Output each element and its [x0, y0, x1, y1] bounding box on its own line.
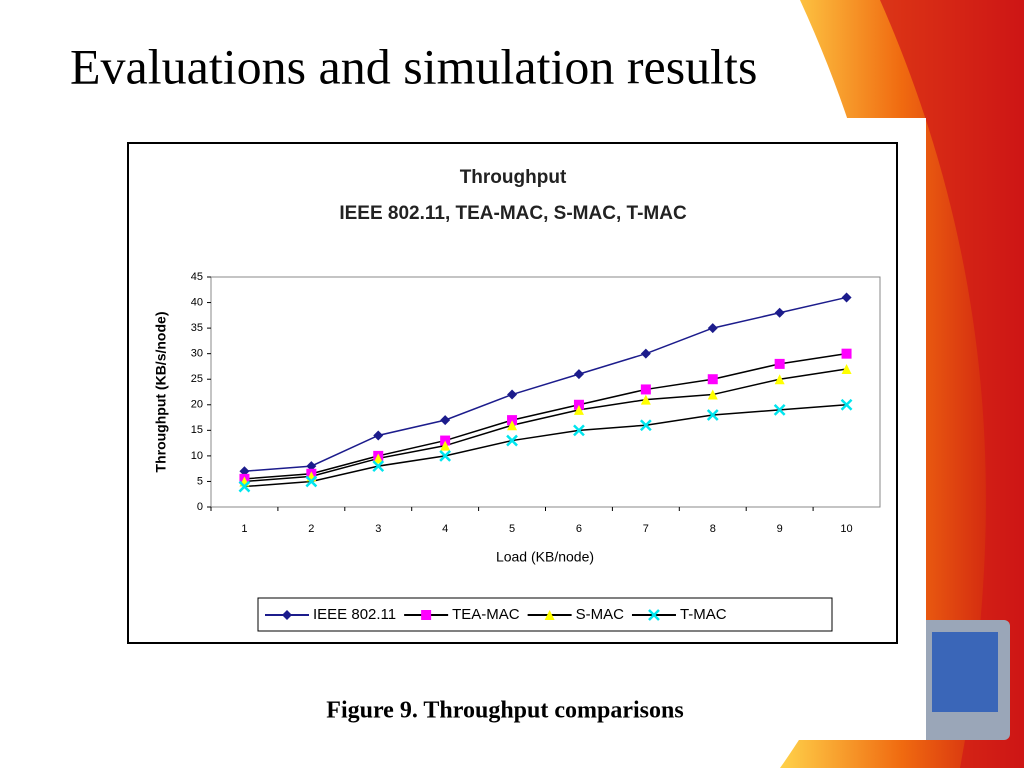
marker: [707, 374, 718, 385]
y-tick-label: 30: [191, 348, 203, 360]
x-tick-label: 7: [643, 523, 649, 535]
marker: [306, 461, 317, 472]
legend-label: S-MAC: [576, 606, 625, 623]
marker: [573, 369, 584, 380]
figure-caption: Figure 9. Throughput comparisons: [326, 698, 683, 724]
marker: [440, 415, 451, 426]
marker: [841, 292, 852, 303]
marker: [507, 389, 518, 400]
marker: [640, 394, 651, 405]
marker: [774, 307, 785, 318]
marker: [373, 430, 384, 441]
marker: [774, 358, 785, 369]
series-line: [244, 352, 847, 480]
series-line: [244, 296, 847, 472]
marker: [841, 348, 852, 359]
marker: [440, 435, 451, 446]
x-tick-label: 8: [710, 523, 716, 535]
marker: [640, 384, 651, 395]
marker: [773, 404, 786, 416]
y-tick-label: 15: [191, 424, 203, 436]
marker: [706, 409, 719, 421]
marker: [507, 415, 518, 426]
marker: [841, 364, 852, 374]
x-tick-label: 9: [777, 523, 783, 535]
marker: [774, 374, 785, 385]
chart-title: Throughput: [460, 167, 567, 188]
laptop-screen: [932, 632, 998, 712]
x-tick-label: 10: [840, 523, 852, 535]
marker: [506, 434, 518, 447]
y-tick-label: 0: [197, 501, 203, 513]
marker: [372, 460, 385, 472]
legend-label: TEA-MAC: [452, 606, 520, 623]
marker: [238, 480, 251, 493]
x-tick-label: 2: [308, 523, 314, 535]
marker: [440, 440, 451, 451]
x-tick-label: 3: [375, 523, 381, 535]
marker: [573, 399, 584, 410]
background-swoosh: [880, 0, 1024, 768]
marker: [421, 610, 432, 620]
series-line: [244, 368, 847, 483]
legend-label: T-MAC: [680, 606, 727, 623]
marker: [305, 475, 318, 488]
marker: [639, 419, 652, 432]
y-tick-label: 35: [191, 322, 203, 334]
marker: [282, 610, 292, 620]
marker: [640, 348, 651, 359]
legend-label: IEEE 802.11: [313, 606, 396, 623]
x-tick-label: 5: [509, 523, 515, 535]
x-axis-label: Load (KB/node): [496, 549, 594, 565]
y-tick-label: 45: [191, 271, 203, 283]
marker: [573, 404, 584, 415]
chart-subtitle: IEEE 802.11, TEA-MAC, S-MAC, T-MAC: [339, 203, 687, 224]
y-tick-label: 10: [191, 450, 203, 462]
y-tick-label: 20: [191, 399, 203, 411]
marker: [840, 398, 853, 411]
marker: [239, 466, 250, 477]
marker: [373, 453, 384, 464]
marker: [439, 450, 452, 462]
y-tick-label: 40: [191, 296, 203, 308]
marker: [707, 323, 718, 334]
y-tick-label: 25: [191, 373, 203, 385]
series-line: [244, 404, 847, 488]
y-axis-label: Throughput (KB/s/node): [153, 312, 169, 473]
marker: [544, 610, 555, 620]
marker: [648, 609, 660, 621]
marker: [507, 420, 518, 431]
marker: [707, 389, 718, 400]
y-tick-label: 5: [197, 475, 203, 487]
x-tick-label: 4: [442, 523, 448, 535]
slide-title: Evaluations and simulation results: [70, 38, 757, 94]
marker: [573, 424, 585, 437]
x-tick-label: 6: [576, 523, 582, 535]
x-tick-label: 1: [241, 523, 247, 535]
